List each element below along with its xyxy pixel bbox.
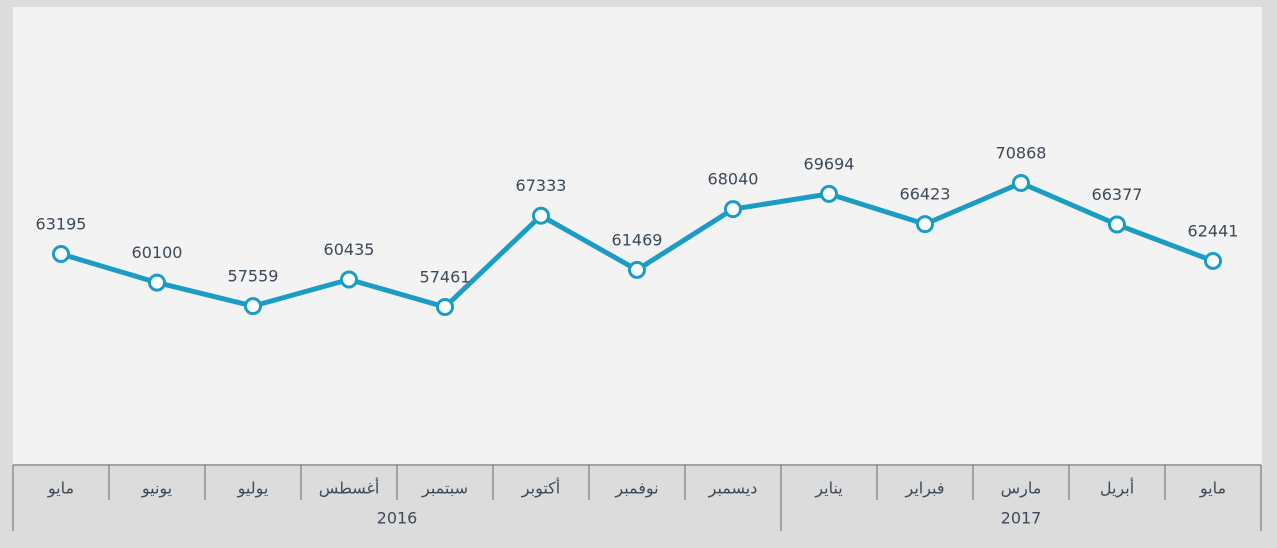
point-marker <box>916 215 934 234</box>
point-marker <box>820 184 838 203</box>
data-label: 69694 <box>804 154 855 173</box>
group-label: 2017 <box>1001 509 1042 528</box>
x-tick-label: مارس <box>1001 479 1042 499</box>
point-marker <box>148 273 166 292</box>
data-label: 62441 <box>1188 221 1239 240</box>
data-label: 68040 <box>708 170 759 189</box>
data-label: 70868 <box>996 144 1047 163</box>
data-label: 66377 <box>1092 185 1143 204</box>
point-marker <box>724 200 742 219</box>
x-tick-label: سبتمبر <box>421 479 468 499</box>
point-marker <box>532 206 550 225</box>
point-marker <box>1108 215 1126 234</box>
point-marker <box>628 260 646 279</box>
data-label: 61469 <box>612 230 663 249</box>
x-tick-label: يناير <box>814 479 842 499</box>
data-label: 60100 <box>132 243 183 262</box>
point-marker <box>244 297 262 316</box>
x-tick-label: مايو <box>47 479 74 499</box>
point-marker <box>52 244 70 263</box>
group-label: 2016 <box>377 509 418 528</box>
data-label: 67333 <box>516 176 567 195</box>
x-tick-label: مايو <box>1199 479 1226 499</box>
data-label: 57461 <box>420 268 471 287</box>
data-label: 63195 <box>36 214 87 233</box>
x-tick-label: فبراير <box>904 479 944 499</box>
point-marker <box>436 298 454 316</box>
x-tick-label: نوفمبر <box>614 479 658 499</box>
x-tick-label: ديسمبر <box>708 479 758 499</box>
x-tick-label: يونيو <box>141 479 172 499</box>
x-tick-label: يوليو <box>237 479 269 499</box>
point-marker <box>1012 174 1030 192</box>
data-label: 66423 <box>900 185 951 204</box>
point-marker <box>340 270 358 289</box>
x-tick-label: أكتوبر <box>521 478 560 499</box>
plot-area <box>13 7 1262 464</box>
x-tick-label: أغسطس <box>319 478 380 499</box>
data-label: 60435 <box>324 240 375 259</box>
data-label: 57559 <box>228 267 279 286</box>
point-marker <box>1204 251 1222 270</box>
x-tick-label: أبريل <box>1100 478 1134 499</box>
